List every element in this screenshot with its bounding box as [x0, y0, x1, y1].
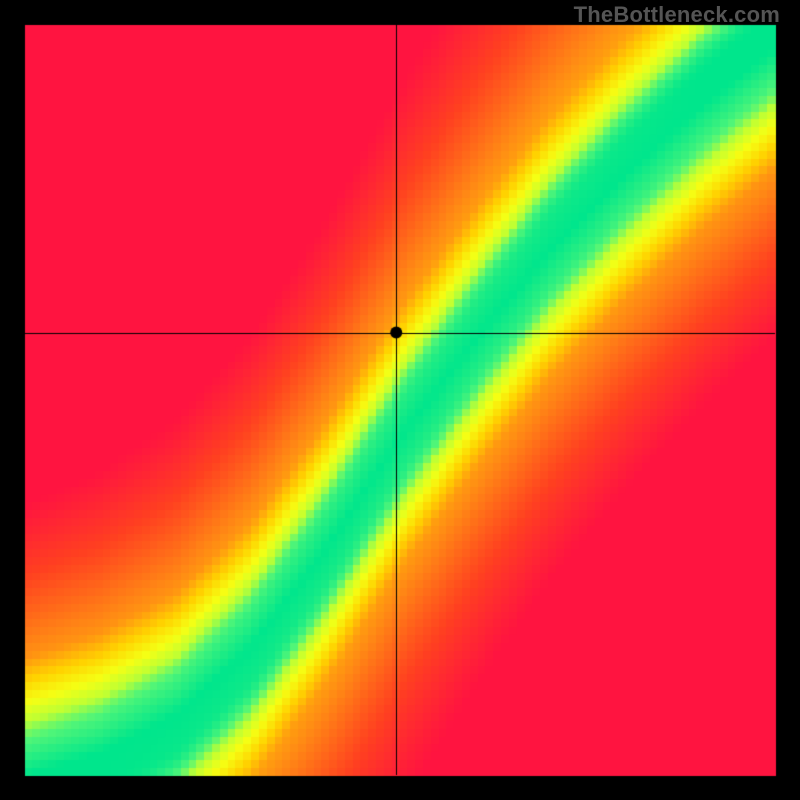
watermark-label: TheBottleneck.com	[574, 2, 780, 28]
bottleneck-heatmap	[0, 0, 800, 800]
chart-container: TheBottleneck.com	[0, 0, 800, 800]
